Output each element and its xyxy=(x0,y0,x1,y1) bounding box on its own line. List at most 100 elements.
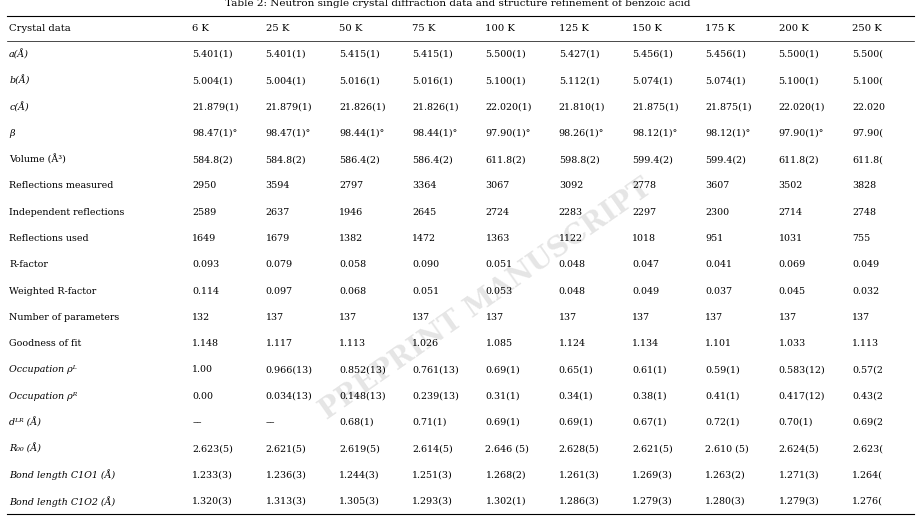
Text: 2714: 2714 xyxy=(779,208,802,217)
Text: 1.261(3): 1.261(3) xyxy=(559,470,599,479)
Text: 250 K: 250 K xyxy=(852,24,881,33)
Text: 0.068: 0.068 xyxy=(339,286,366,296)
Text: 3092: 3092 xyxy=(559,181,583,190)
Text: 21.826(1): 21.826(1) xyxy=(339,102,386,112)
Text: 599.4(2): 599.4(2) xyxy=(632,155,673,164)
Text: 25 K: 25 K xyxy=(266,24,289,33)
Text: 137: 137 xyxy=(412,313,431,322)
Text: 50 K: 50 K xyxy=(339,24,363,33)
Text: 0.67(1): 0.67(1) xyxy=(632,418,667,427)
Text: 1.320(3): 1.320(3) xyxy=(192,497,233,506)
Text: 200 K: 200 K xyxy=(779,24,808,33)
Text: 150 K: 150 K xyxy=(632,24,662,33)
Text: 0.049: 0.049 xyxy=(852,260,879,269)
Text: 1.268(2): 1.268(2) xyxy=(485,470,526,479)
Text: 98.44(1)°: 98.44(1)° xyxy=(339,129,384,138)
Text: 599.4(2): 599.4(2) xyxy=(705,155,747,164)
Text: 98.47(1)°: 98.47(1)° xyxy=(266,129,311,138)
Text: 5.401(1): 5.401(1) xyxy=(192,50,233,59)
Text: 2950: 2950 xyxy=(192,181,216,190)
Text: 22.020: 22.020 xyxy=(852,102,885,112)
Text: 98.44(1)°: 98.44(1)° xyxy=(412,129,457,138)
Text: 175 K: 175 K xyxy=(705,24,736,33)
Text: 2.621(5): 2.621(5) xyxy=(266,444,306,453)
Text: 137: 137 xyxy=(339,313,357,322)
Text: 5.427(1): 5.427(1) xyxy=(559,50,599,59)
Text: 98.12(1)°: 98.12(1)° xyxy=(705,129,750,138)
Text: PREPRINT MANUSCRIPT: PREPRINT MANUSCRIPT xyxy=(314,174,657,425)
Text: 2.628(5): 2.628(5) xyxy=(559,444,599,453)
Text: 1679: 1679 xyxy=(266,234,289,243)
Text: 0.59(1): 0.59(1) xyxy=(705,366,740,374)
Text: 5.016(1): 5.016(1) xyxy=(339,77,379,85)
Text: 951: 951 xyxy=(705,234,724,243)
Text: 1.124: 1.124 xyxy=(559,339,585,348)
Text: 1.264(: 1.264( xyxy=(852,470,883,479)
Text: 2.623(5): 2.623(5) xyxy=(192,444,234,453)
Text: 125 K: 125 K xyxy=(559,24,589,33)
Text: 97.90(1)°: 97.90(1)° xyxy=(779,129,824,138)
Text: 137: 137 xyxy=(485,313,504,322)
Text: 611.8(: 611.8( xyxy=(852,155,883,164)
Text: 1382: 1382 xyxy=(339,234,363,243)
Text: 0.239(13): 0.239(13) xyxy=(412,392,459,401)
Text: 3067: 3067 xyxy=(485,181,509,190)
Text: 586.4(2): 586.4(2) xyxy=(339,155,379,164)
Text: 0.00: 0.00 xyxy=(192,392,213,401)
Text: 137: 137 xyxy=(705,313,724,322)
Text: 0.114: 0.114 xyxy=(192,286,219,296)
Text: 1.251(3): 1.251(3) xyxy=(412,470,453,479)
Text: 5.415(1): 5.415(1) xyxy=(412,50,453,59)
Text: 100 K: 100 K xyxy=(485,24,516,33)
Text: 0.65(1): 0.65(1) xyxy=(559,366,594,374)
Text: 0.049: 0.049 xyxy=(632,286,660,296)
Text: β: β xyxy=(9,129,15,138)
Text: 2297: 2297 xyxy=(632,208,656,217)
Text: 137: 137 xyxy=(559,313,577,322)
Text: 1.305(3): 1.305(3) xyxy=(339,497,380,506)
Text: 0.41(1): 0.41(1) xyxy=(705,392,740,401)
Text: a(Å): a(Å) xyxy=(9,50,29,59)
Text: 1363: 1363 xyxy=(485,234,510,243)
Text: 1.101: 1.101 xyxy=(705,339,732,348)
Text: 0.852(13): 0.852(13) xyxy=(339,366,386,374)
Text: 0.69(2: 0.69(2 xyxy=(852,418,883,427)
Text: Table 2: Neutron single crystal diffraction data and structure refinement of ben: Table 2: Neutron single crystal diffract… xyxy=(225,0,691,8)
Text: 1.280(3): 1.280(3) xyxy=(705,497,746,506)
Text: 2.614(5): 2.614(5) xyxy=(412,444,453,453)
Text: Occupation ρᴸ: Occupation ρᴸ xyxy=(9,366,77,374)
Text: 2.619(5): 2.619(5) xyxy=(339,444,380,453)
Text: 1.263(2): 1.263(2) xyxy=(705,470,746,479)
Text: 5.100(: 5.100( xyxy=(852,77,883,85)
Text: 1472: 1472 xyxy=(412,234,436,243)
Text: 0.72(1): 0.72(1) xyxy=(705,418,740,427)
Text: 1946: 1946 xyxy=(339,208,363,217)
Text: 0.61(1): 0.61(1) xyxy=(632,366,667,374)
Text: 0.966(13): 0.966(13) xyxy=(266,366,312,374)
Text: 0.047: 0.047 xyxy=(632,260,659,269)
Text: 1.113: 1.113 xyxy=(339,339,366,348)
Text: 1.117: 1.117 xyxy=(266,339,292,348)
Text: 21.875(1): 21.875(1) xyxy=(632,102,679,112)
Text: 1.233(3): 1.233(3) xyxy=(192,470,234,479)
Text: 6 K: 6 K xyxy=(192,24,209,33)
Text: 598.8(2): 598.8(2) xyxy=(559,155,599,164)
Text: 1.286(3): 1.286(3) xyxy=(559,497,599,506)
Text: Reflections measured: Reflections measured xyxy=(9,181,114,190)
Text: 0.051: 0.051 xyxy=(412,286,440,296)
Text: 0.053: 0.053 xyxy=(485,286,513,296)
Text: 2589: 2589 xyxy=(192,208,216,217)
Text: 3364: 3364 xyxy=(412,181,437,190)
Text: 2637: 2637 xyxy=(266,208,289,217)
Text: c(Å): c(Å) xyxy=(9,102,29,112)
Text: 1.279(3): 1.279(3) xyxy=(779,497,819,506)
Text: 5.004(1): 5.004(1) xyxy=(266,77,306,85)
Text: 97.90(1)°: 97.90(1)° xyxy=(485,129,531,138)
Text: 0.38(1): 0.38(1) xyxy=(632,392,667,401)
Text: 98.47(1)°: 98.47(1)° xyxy=(192,129,237,138)
Text: Bond length C1O1 (Å): Bond length C1O1 (Å) xyxy=(9,469,115,480)
Text: 0.71(1): 0.71(1) xyxy=(412,418,447,427)
Text: 1.279(3): 1.279(3) xyxy=(632,497,672,506)
Text: ––: –– xyxy=(192,418,202,427)
Text: 21.810(1): 21.810(1) xyxy=(559,102,605,112)
